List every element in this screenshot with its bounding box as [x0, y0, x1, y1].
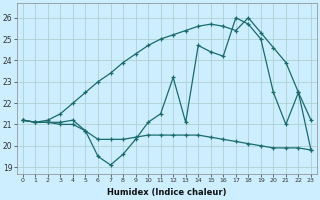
X-axis label: Humidex (Indice chaleur): Humidex (Indice chaleur): [107, 188, 227, 197]
